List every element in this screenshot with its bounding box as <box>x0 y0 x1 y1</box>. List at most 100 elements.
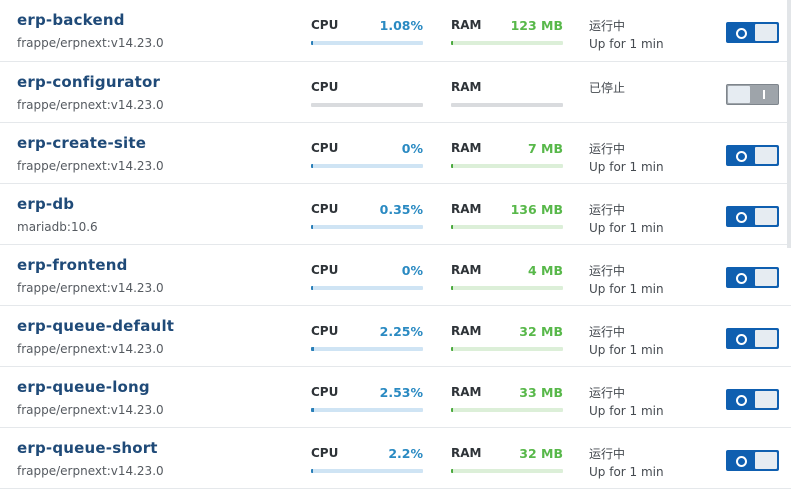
power-toggle[interactable] <box>726 145 779 166</box>
ram-label: RAM <box>451 263 482 277</box>
power-toggle[interactable] <box>726 84 779 105</box>
cpu-value: 2.53% <box>379 385 423 400</box>
cpu-bar-fill <box>311 286 313 290</box>
power-toggle[interactable] <box>726 267 779 288</box>
cpu-label: CPU <box>311 141 339 155</box>
status-text: 运行中 <box>589 142 626 156</box>
status-text: 运行中 <box>589 19 626 33</box>
cpu-bar <box>311 408 423 412</box>
ram-label: RAM <box>451 80 482 94</box>
ram-bar-fill <box>451 347 453 351</box>
container-row[interactable]: erp-queue-long frappe/erpnext:v14.23.0 C… <box>0 367 791 428</box>
cpu-bar <box>311 225 423 229</box>
toggle-knob <box>755 269 777 286</box>
status: 运行中 Up for 1 min <box>589 384 664 420</box>
container-name[interactable]: erp-queue-default <box>17 317 175 335</box>
container-name[interactable]: erp-db <box>17 195 75 213</box>
cpu-bar-fill <box>311 408 314 412</box>
status: 运行中 Up for 1 min <box>589 323 664 359</box>
uptime-text: Up for 1 min <box>589 160 664 174</box>
power-toggle[interactable] <box>726 206 779 227</box>
status-text: 运行中 <box>589 203 626 217</box>
status: 运行中 Up for 1 min <box>589 445 664 481</box>
cpu-bar <box>311 103 423 107</box>
ram-value: 32 MB <box>519 446 563 461</box>
container-row[interactable]: erp-queue-short frappe/erpnext:v14.23.0 … <box>0 428 791 489</box>
cpu-bar <box>311 347 423 351</box>
power-toggle[interactable] <box>726 450 779 471</box>
ram-value: 136 MB <box>510 202 563 217</box>
power-on-icon <box>736 151 747 162</box>
cpu-value: 0% <box>401 263 423 278</box>
container-name[interactable]: erp-frontend <box>17 256 128 274</box>
uptime-text: Up for 1 min <box>589 343 664 357</box>
uptime-text: Up for 1 min <box>589 37 664 51</box>
container-row[interactable]: erp-queue-default frappe/erpnext:v14.23.… <box>0 306 791 367</box>
status-text: 运行中 <box>589 264 626 278</box>
container-row[interactable]: erp-backend frappe/erpnext:v14.23.0 CPU … <box>0 0 791 62</box>
status-text: 运行中 <box>589 386 626 400</box>
power-on-icon <box>736 456 747 467</box>
container-image: frappe/erpnext:v14.23.0 <box>17 403 164 417</box>
ram-bar <box>451 164 563 168</box>
ram-bar <box>451 225 563 229</box>
container-image: frappe/erpnext:v14.23.0 <box>17 159 164 173</box>
container-name[interactable]: erp-create-site <box>17 134 147 152</box>
ram-label: RAM <box>451 446 482 460</box>
cpu-label: CPU <box>311 202 339 216</box>
ram-label: RAM <box>451 202 482 216</box>
container-name[interactable]: erp-configurator <box>17 73 161 91</box>
container-row[interactable]: erp-frontend frappe/erpnext:v14.23.0 CPU… <box>0 245 791 306</box>
ram-bar-fill <box>451 469 453 473</box>
cpu-bar-fill <box>311 41 313 45</box>
container-image: frappe/erpnext:v14.23.0 <box>17 281 164 295</box>
cpu-bar <box>311 41 423 45</box>
cpu-label: CPU <box>311 446 339 460</box>
scrollbar[interactable] <box>787 0 791 248</box>
container-name[interactable]: erp-queue-long <box>17 378 150 396</box>
container-image: mariadb:10.6 <box>17 220 98 234</box>
toggle-knob <box>755 330 777 347</box>
power-on-icon <box>736 28 747 39</box>
ram-label: RAM <box>451 324 482 338</box>
uptime-text: Up for 1 min <box>589 221 664 235</box>
power-toggle[interactable] <box>726 328 779 349</box>
status: 运行中 Up for 1 min <box>589 17 664 53</box>
cpu-value: 1.08% <box>379 18 423 33</box>
status: 运行中 Up for 1 min <box>589 140 664 176</box>
ram-bar-fill <box>451 225 454 229</box>
ram-label: RAM <box>451 18 482 32</box>
container-row[interactable]: erp-db mariadb:10.6 CPU 0.35% RAM 136 MB… <box>0 184 791 245</box>
ram-bar <box>451 286 563 290</box>
power-on-icon <box>736 212 747 223</box>
uptime-text: Up for 1 min <box>589 465 664 479</box>
power-on-icon <box>736 395 747 406</box>
cpu-bar <box>311 164 423 168</box>
cpu-bar-fill <box>311 469 314 473</box>
power-toggle[interactable] <box>726 389 779 410</box>
uptime-text: Up for 1 min <box>589 282 664 296</box>
cpu-value: 2.2% <box>388 446 423 461</box>
container-name[interactable]: erp-backend <box>17 11 125 29</box>
ram-bar <box>451 41 563 45</box>
toggle-knob <box>755 452 777 469</box>
cpu-bar <box>311 469 423 473</box>
container-row[interactable]: erp-create-site frappe/erpnext:v14.23.0 … <box>0 123 791 184</box>
container-name[interactable]: erp-queue-short <box>17 439 158 457</box>
cpu-label: CPU <box>311 263 339 277</box>
ram-bar <box>451 103 563 107</box>
status: 运行中 Up for 1 min <box>589 262 664 298</box>
ram-bar <box>451 469 563 473</box>
cpu-label: CPU <box>311 385 339 399</box>
cpu-value: 0% <box>401 141 423 156</box>
ram-bar-fill <box>451 408 453 412</box>
container-image: frappe/erpnext:v14.23.0 <box>17 98 164 112</box>
container-row[interactable]: erp-configurator frappe/erpnext:v14.23.0… <box>0 62 791 123</box>
power-on-icon <box>736 334 747 345</box>
toggle-knob <box>755 147 777 164</box>
cpu-label: CPU <box>311 80 339 94</box>
toggle-knob <box>755 208 777 225</box>
cpu-bar-fill <box>311 225 313 229</box>
power-toggle[interactable] <box>726 22 779 43</box>
uptime-text: Up for 1 min <box>589 404 664 418</box>
